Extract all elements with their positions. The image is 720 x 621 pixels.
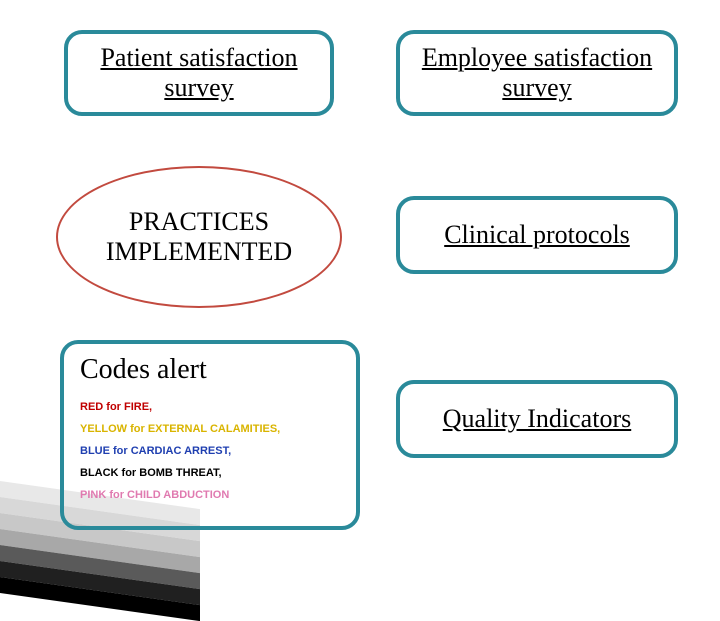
practices-text: PRACTICES IMPLEMENTED bbox=[58, 207, 340, 267]
code-yellow: YELLOW for EXTERNAL CALAMITIES, bbox=[80, 418, 340, 440]
employee-satisfaction-box: Employee satisfaction survey bbox=[396, 30, 678, 116]
code-black: BLACK for BOMB THREAT, bbox=[80, 462, 340, 484]
quality-indicators-box: Quality Indicators bbox=[396, 380, 678, 458]
code-pink: PINK for CHILD ABDUCTION bbox=[80, 484, 340, 506]
code-blue: BLUE for CARDIAC ARREST, bbox=[80, 440, 340, 462]
patient-satisfaction-text: Patient satisfaction survey bbox=[78, 43, 320, 103]
practices-ellipse: PRACTICES IMPLEMENTED bbox=[56, 166, 342, 308]
clinical-protocols-text: Clinical protocols bbox=[444, 220, 630, 250]
patient-satisfaction-box: Patient satisfaction survey bbox=[64, 30, 334, 116]
employee-satisfaction-text: Employee satisfaction survey bbox=[410, 43, 664, 103]
quality-indicators-text: Quality Indicators bbox=[443, 404, 631, 434]
code-red: RED for FIRE, bbox=[80, 396, 340, 418]
codes-alert-box: Codes alert RED for FIRE, YELLOW for EXT… bbox=[60, 340, 360, 530]
clinical-protocols-box: Clinical protocols bbox=[396, 196, 678, 274]
codes-alert-title: Codes alert bbox=[80, 354, 340, 386]
